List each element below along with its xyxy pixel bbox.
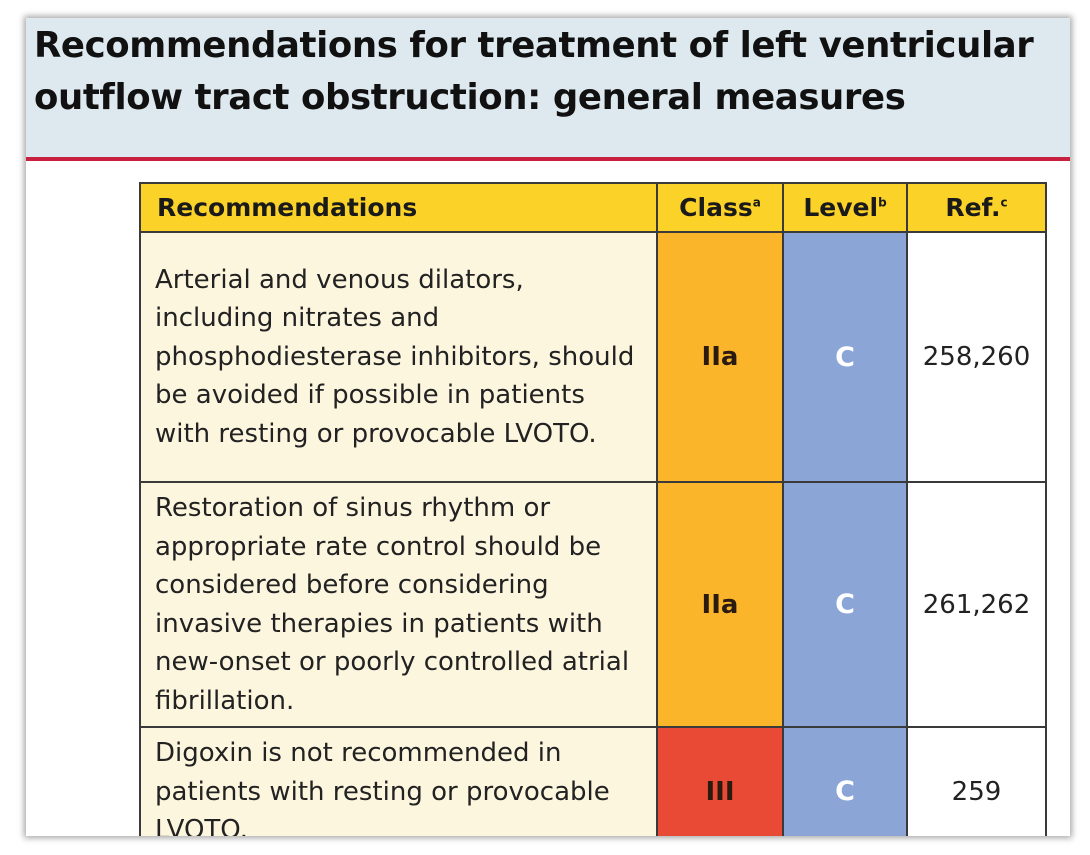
table-row: Digoxin is not recommended in patients w… — [139, 726, 1047, 836]
recommendation-text: Arterial and venous dilators, including … — [139, 231, 658, 483]
title-banner: Recommendations for treatment of left ve… — [26, 18, 1070, 161]
document-frame: Recommendations for treatment of left ve… — [26, 18, 1070, 836]
page-title: Recommendations for treatment of left ve… — [34, 20, 1070, 124]
title-line-2: outflow tract obstruction: general measu… — [34, 77, 906, 118]
class-cell: IIa — [656, 231, 784, 483]
ref-cell: 261,262 — [906, 481, 1047, 728]
table-row: Restoration of sinus rhythm or appropria… — [139, 481, 1047, 728]
ref-cell: 258,260 — [906, 231, 1047, 483]
header-level: Levelb — [782, 182, 908, 233]
header-level-footnote: b — [878, 195, 887, 210]
ref-cell: 259 — [906, 726, 1047, 836]
header-recommendations: Recommendations — [139, 182, 658, 233]
level-cell: C — [782, 231, 908, 483]
table-header-row: Recommendations Classa Levelb Ref.c — [139, 182, 1047, 233]
class-cell: IIa — [656, 481, 784, 728]
header-ref: Ref.c — [906, 182, 1047, 233]
level-cell: C — [782, 481, 908, 728]
title-line-1: Recommendations for treatment of left ve… — [34, 25, 1034, 66]
level-cell: C — [782, 726, 908, 836]
recommendations-table: Recommendations Classa Levelb Ref.c Arte… — [139, 182, 1047, 836]
recommendation-text: Digoxin is not recommended in patients w… — [139, 726, 658, 836]
table-row: Arterial and venous dilators, including … — [139, 231, 1047, 483]
header-class-footnote: a — [752, 195, 761, 210]
class-cell: III — [656, 726, 784, 836]
recommendation-text: Restoration of sinus rhythm or appropria… — [139, 481, 658, 728]
header-ref-footnote: c — [1000, 195, 1008, 210]
header-class: Classa — [656, 182, 784, 233]
